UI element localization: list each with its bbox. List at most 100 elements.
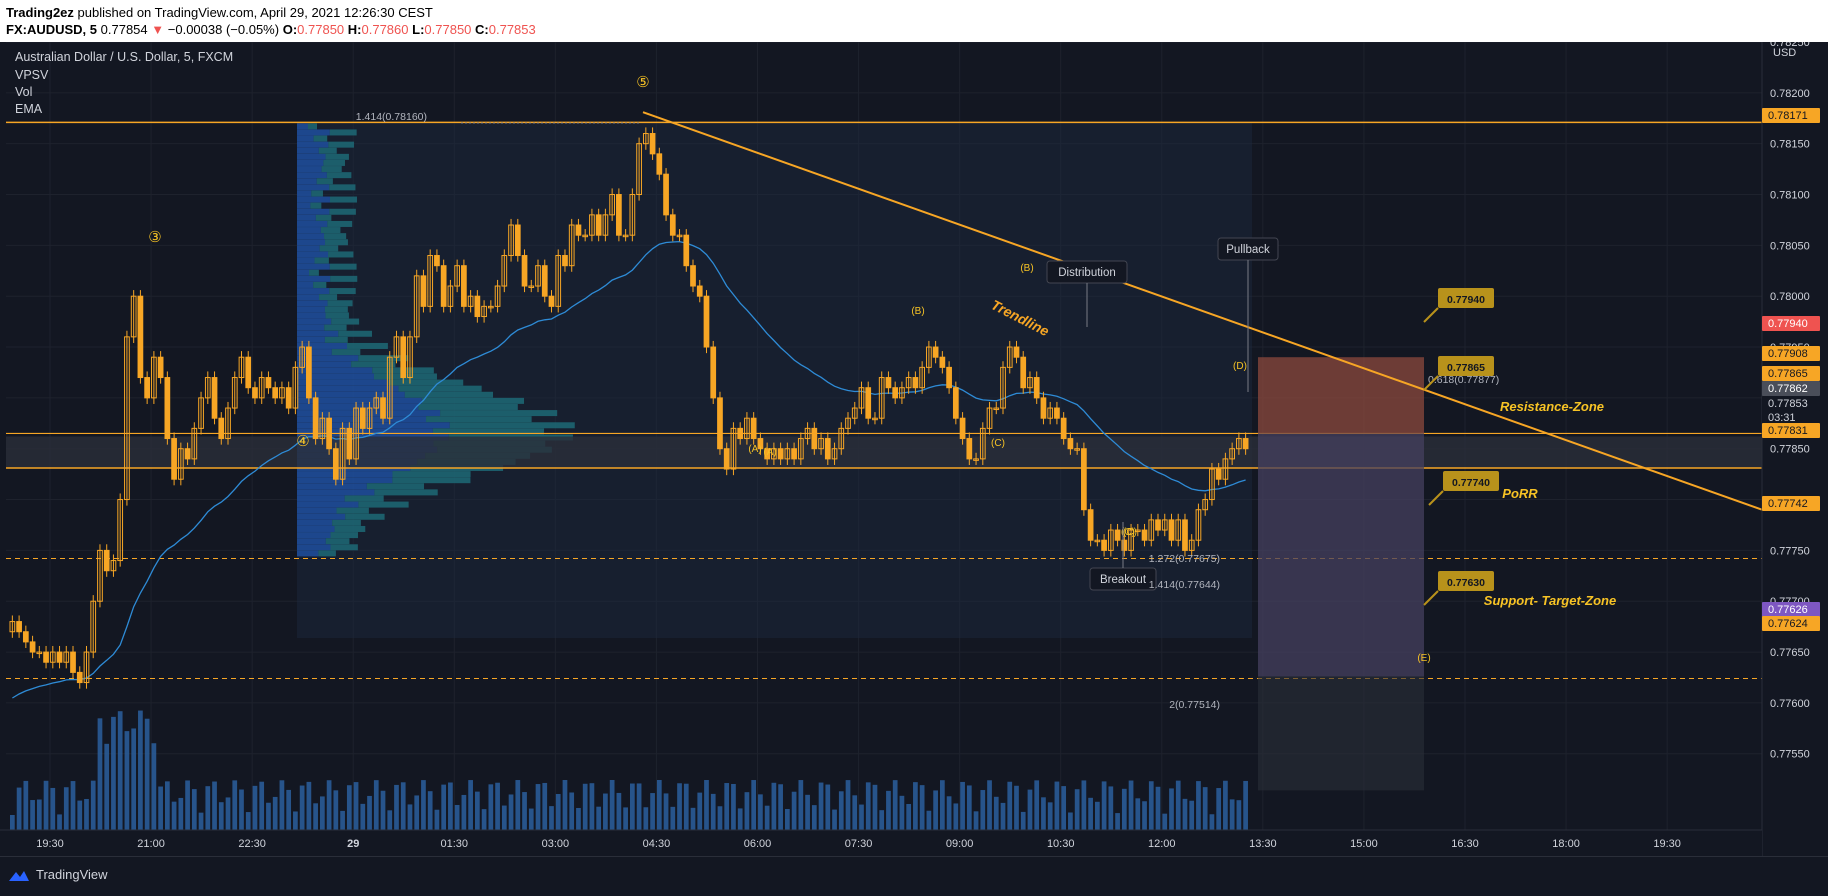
candle-body [49, 651, 56, 663]
candle-body [744, 417, 750, 440]
candle-body [703, 295, 710, 348]
volume-bar [865, 782, 871, 830]
volume-bar [697, 792, 703, 830]
volume-bar [845, 780, 851, 830]
vp-bar-up [297, 507, 337, 514]
vp-bar-up [297, 275, 331, 282]
vp-bar-down [449, 422, 575, 429]
candle-body [1215, 468, 1222, 480]
candles [9, 127, 1249, 689]
candle-body [312, 397, 319, 440]
volume-bar [481, 809, 487, 830]
candle-body [568, 224, 575, 267]
volume-bar [70, 781, 76, 830]
pullback-callout: Pullback [1226, 244, 1270, 256]
candle-body [353, 407, 359, 460]
candle-body [231, 377, 238, 409]
volume-bar [1115, 813, 1120, 830]
volume-bar [1229, 799, 1235, 830]
candle-body [1209, 468, 1215, 501]
candle-body [1121, 539, 1128, 551]
candle-body [1067, 438, 1074, 450]
volume-bar [940, 780, 945, 830]
candle-body [589, 214, 595, 236]
legend-title[interactable]: Australian Dollar / U.S. Dollar, 5, FXCM [15, 50, 233, 64]
x-tick-label: 07:30 [845, 838, 873, 850]
legend-vol[interactable]: Vol [15, 85, 32, 99]
volume-bar [373, 780, 379, 830]
price-label-text: 0.77624 [1768, 618, 1808, 630]
volume-bar [778, 784, 783, 830]
volume-bar [1007, 781, 1013, 830]
author-name[interactable]: Trading2ez [6, 5, 74, 20]
candle-body [413, 275, 420, 338]
candle-body [218, 417, 225, 440]
volume-bar [1148, 781, 1154, 830]
candle-body [164, 377, 171, 440]
vp-bar-down [314, 257, 329, 264]
volume-bar [596, 806, 602, 830]
vp-bar-up [297, 367, 373, 374]
legend-vpsv[interactable]: VPSV [15, 68, 49, 82]
tradingview-logo[interactable]: TradingView [8, 867, 108, 882]
volume-bar [495, 782, 500, 830]
volume-bar [394, 784, 399, 830]
candle-body [885, 377, 892, 389]
vp-bar-up [297, 330, 339, 337]
volume-bar [1162, 813, 1168, 830]
candle-body [1040, 397, 1047, 419]
candle-body [144, 377, 150, 399]
candle-body [198, 397, 204, 429]
candle-body [151, 356, 157, 399]
volume-bar [407, 804, 413, 830]
volume-bar [737, 808, 743, 830]
x-tick-label: 09:00 [946, 838, 974, 850]
open-label: O: [282, 22, 298, 37]
candle-body [63, 651, 70, 663]
vp-bar-up [297, 196, 330, 203]
volume-bar [171, 801, 177, 830]
candle-body [70, 651, 76, 673]
candle-body [602, 214, 609, 236]
vp-bar-up [297, 208, 330, 215]
volume-bar [818, 782, 824, 830]
candle-body [1141, 529, 1148, 541]
volume-bar [272, 796, 278, 830]
target-flag-label: 0.77740 [1452, 477, 1490, 489]
vp-bar-down [332, 519, 361, 526]
volume-bar [987, 780, 992, 830]
wave-label: ③ [148, 229, 161, 246]
y-tick-label: 0.78150 [1770, 139, 1810, 151]
volume-bar [1189, 800, 1195, 830]
candle-body [1222, 458, 1229, 480]
vp-bar-up [297, 525, 335, 532]
volume-bar [623, 807, 628, 830]
tradingview-logo-icon [9, 870, 29, 881]
price-axis[interactable]: 0.78250 0.78200 0.78150 0.78100 0.78050 0.780… [1761, 42, 1828, 856]
price-label-text: 0.78171 [1768, 110, 1808, 122]
candle-body [467, 295, 474, 307]
legend-ema[interactable]: EMA [15, 102, 43, 116]
breakout-callout: Breakout [1100, 574, 1147, 586]
candle-body [582, 234, 589, 238]
volume-bar [427, 791, 433, 830]
candle-body [912, 377, 919, 389]
time-axis[interactable]: 19:30 21:00 22:30 29 01:30 03:00 04:30 06:00 07:… [0, 829, 1762, 856]
candle-body [932, 346, 939, 358]
volume-bar [286, 789, 292, 830]
volume-bar [1108, 786, 1114, 830]
vp-bar-down [334, 525, 366, 532]
symbol-quote: FX:AUDUSD, 5 0.77854 ▼ −0.00038 (−0.05%)… [6, 22, 536, 37]
candle-body [1128, 529, 1134, 551]
volume-bar [1236, 800, 1242, 830]
candle-body [878, 377, 885, 419]
volume-bar [764, 805, 770, 830]
chart-legend: Australian Dollar / U.S. Dollar, 5, FXCM… [15, 50, 233, 116]
vp-bar-up [297, 220, 328, 227]
candle-body [1168, 519, 1175, 541]
volume-bar [1068, 812, 1073, 830]
price-label-text: 03:31 [1768, 412, 1796, 424]
volume-bar [178, 797, 184, 830]
vp-bar-up [297, 123, 308, 130]
